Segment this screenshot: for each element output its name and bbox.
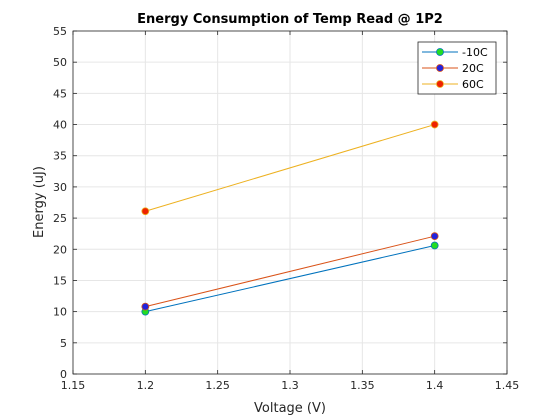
series-group (141, 120, 439, 316)
x-tick-label: 1.4 (426, 379, 444, 392)
legend-label: -10C (462, 46, 488, 59)
legend-marker (436, 64, 444, 72)
y-tick-label: 50 (53, 56, 67, 69)
y-tick-label: 40 (53, 119, 67, 132)
x-axis-label: Voltage (V) (254, 401, 326, 416)
y-tick-label: 45 (53, 87, 67, 100)
series-20C (141, 232, 439, 311)
legend-item: 60C (422, 78, 484, 91)
series-line (145, 235, 435, 308)
x-tick-label: 1.45 (495, 379, 520, 392)
y-tick-label: 55 (53, 25, 67, 38)
x-tick-label: 1.2 (137, 379, 155, 392)
y-tick-label: 30 (53, 181, 67, 194)
y-tick-label: 0 (60, 368, 67, 381)
chart-title: Energy Consumption of Temp Read @ 1P2 (137, 12, 443, 27)
data-point (141, 207, 150, 216)
legend-item: -10C (422, 46, 488, 59)
x-tick-label: 1.3 (281, 379, 299, 392)
y-tick-label: 25 (53, 212, 67, 225)
axis-ticks: 1.15 1.2 1.25 1.3 1.35 1.4 1.45 0 5 10 15 20 25 30 35 4… (53, 25, 519, 392)
data-point (430, 232, 439, 241)
data-point (141, 302, 150, 311)
y-tick-label: 35 (53, 150, 67, 163)
x-tick-label: 1.15 (61, 379, 86, 392)
y-tick-label: 20 (53, 243, 67, 256)
series-60C (141, 120, 439, 216)
x-tick-label: 1.35 (350, 379, 375, 392)
legend-label: 60C (462, 78, 484, 91)
series-line (145, 124, 435, 212)
x-tick-label: 1.25 (205, 379, 230, 392)
data-point (430, 120, 439, 129)
legend-marker (436, 80, 444, 88)
data-point (430, 241, 439, 250)
y-tick-label: 10 (53, 306, 67, 319)
y-tick-label: 15 (53, 274, 67, 287)
legend-item: 20C (422, 62, 484, 75)
legend-label: 20C (462, 62, 484, 75)
series-line (145, 245, 435, 313)
legend: -10C 20C 60C (417, 41, 497, 95)
y-axis-label: Energy (uJ) (32, 166, 47, 238)
y-tick-label: 5 (60, 337, 67, 350)
legend-marker (436, 48, 444, 56)
